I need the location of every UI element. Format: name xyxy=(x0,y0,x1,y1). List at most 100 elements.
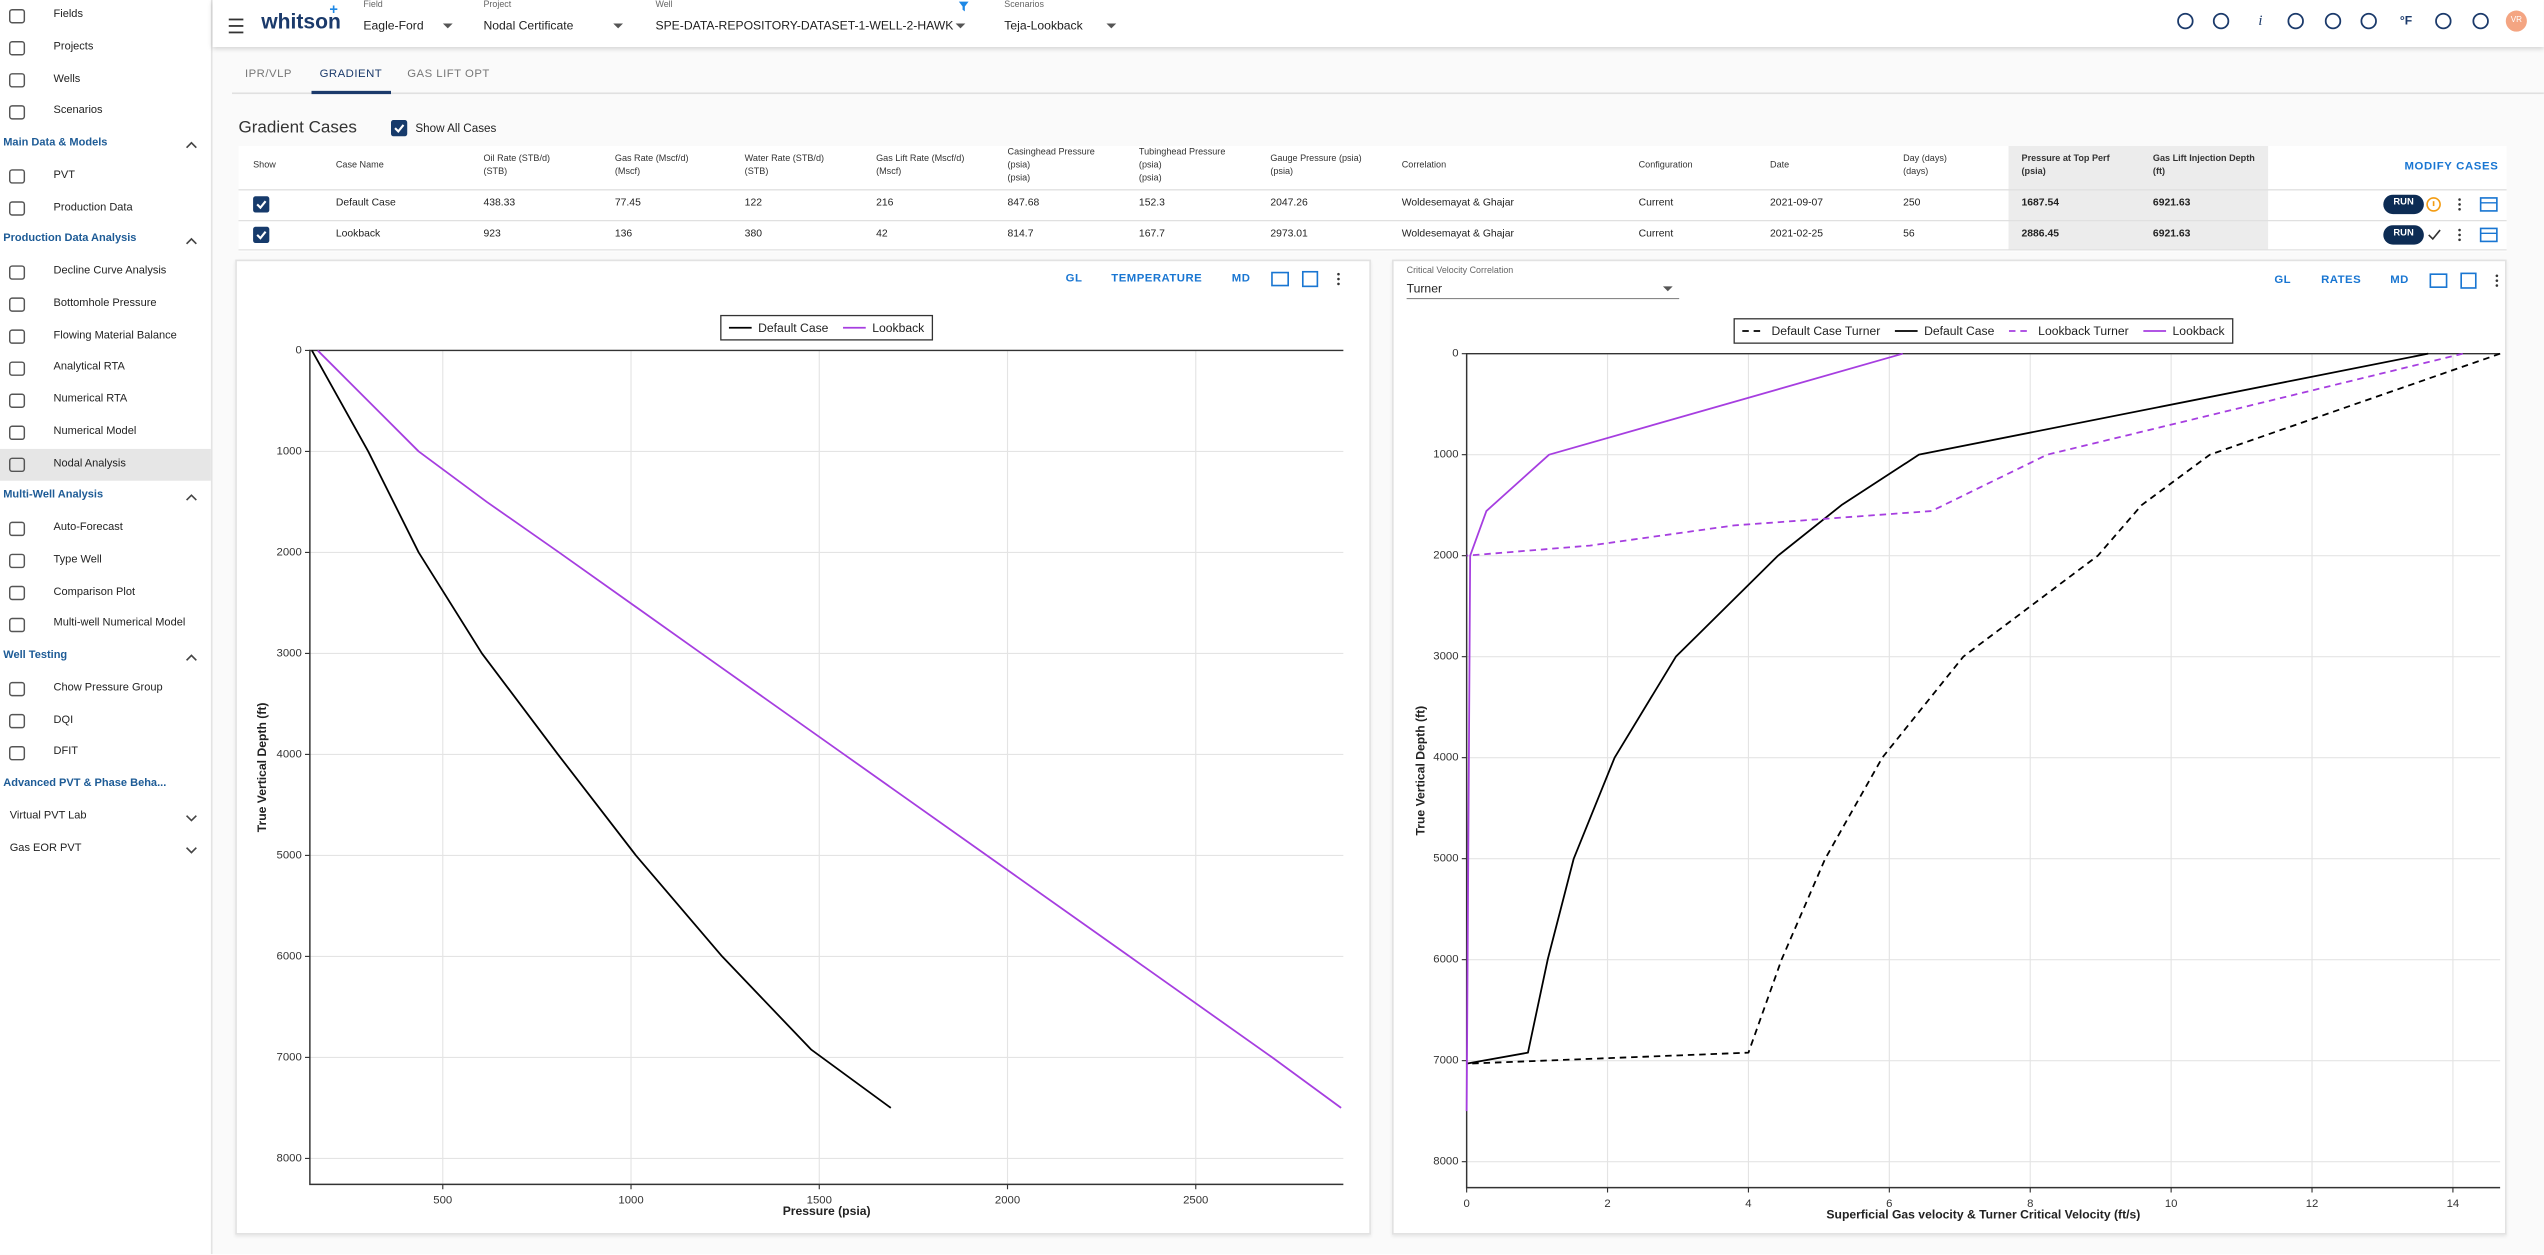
selector-label: Field xyxy=(363,0,383,10)
checkbox[interactable] xyxy=(390,120,408,137)
cell: Default Case xyxy=(335,197,396,209)
cell: 56 xyxy=(1903,228,1915,240)
chart-toolbar-button[interactable]: GL xyxy=(1065,273,1083,285)
cell: 167.7 xyxy=(1138,228,1165,240)
cell: 6921.63 xyxy=(2152,228,2191,240)
column-header: Gas Lift Injection Depth xyxy=(2152,154,2255,165)
nav-item[interactable]: Fields xyxy=(53,9,83,21)
column-header: Gas Rate (Mscf/d) xyxy=(614,154,689,165)
nav-item[interactable]: DQI xyxy=(53,714,74,726)
cell: 380 xyxy=(744,228,762,240)
brand: whitson xyxy=(261,8,341,34)
nav-item[interactable]: Production Data xyxy=(53,201,133,213)
sidebar xyxy=(0,0,213,1255)
selector-label: Project xyxy=(483,0,512,10)
selector-label: Well xyxy=(655,0,673,10)
column-header: (psia) xyxy=(1007,173,1031,184)
tab[interactable]: GRADIENT xyxy=(319,68,383,81)
nav-item[interactable]: PVT xyxy=(53,169,75,181)
cell: Woldesemayat & Ghajar xyxy=(1401,197,1514,209)
cell: Current xyxy=(1638,228,1674,240)
nav-item[interactable]: Flowing Material Balance xyxy=(53,329,177,341)
column-header: Gauge Pressure (psia) xyxy=(1270,154,1362,165)
nav-item[interactable]: Projects xyxy=(53,41,94,53)
cell: Current xyxy=(1638,197,1674,209)
show-all-label[interactable]: Show All Cases xyxy=(415,120,497,136)
cell: 122 xyxy=(744,197,762,209)
tab-bar xyxy=(232,58,2544,95)
selector-label: Critical Velocity Correlation xyxy=(1406,265,1514,276)
nav-item[interactable]: Decline Curve Analysis xyxy=(53,265,167,277)
nav-group[interactable]: Virtual PVT Lab xyxy=(9,810,87,822)
nav-section[interactable]: Advanced PVT & Phase Beha... xyxy=(3,778,167,790)
column-header: Date xyxy=(1770,160,1790,171)
chart-toolbar-button[interactable]: TEMPERATURE xyxy=(1111,273,1203,285)
column-header: (Mscf) xyxy=(876,167,902,178)
chart-toolbar-button[interactable]: MD xyxy=(2390,274,2409,287)
tab[interactable]: GAS LIFT OPT xyxy=(407,68,490,81)
nav-item[interactable]: Multi-well Numerical Model xyxy=(53,617,186,630)
column-header: (ft) xyxy=(2152,167,2166,178)
nav-item[interactable]: DFIT xyxy=(53,746,79,758)
column-header: Casinghead Pressure xyxy=(1007,147,1095,158)
nav-item[interactable]: Type Well xyxy=(53,553,102,566)
nav-item[interactable]: Numerical RTA xyxy=(53,393,128,405)
cell: 2021-02-25 xyxy=(1770,228,1824,240)
cell: Lookback xyxy=(335,228,381,240)
nav-item[interactable]: Scenarios xyxy=(53,105,103,117)
cell: 152.3 xyxy=(1138,197,1165,209)
nav-group[interactable]: Gas EOR PVT xyxy=(9,842,82,854)
brand-mark: + xyxy=(329,0,338,18)
cell: 814.7 xyxy=(1007,228,1034,240)
column-header: (STB) xyxy=(483,167,508,178)
nav-item[interactable]: Chow Pressure Group xyxy=(53,681,163,694)
nav-item[interactable]: Comparison Plot xyxy=(53,585,136,598)
tab[interactable]: IPR/VLP xyxy=(244,68,292,81)
nav-item[interactable]: Nodal Analysis xyxy=(53,457,126,470)
column-header: Case Name xyxy=(335,160,384,171)
selector-value[interactable]: Eagle-Ford xyxy=(363,18,424,33)
top-bar xyxy=(212,0,2544,48)
nav-item[interactable]: Bottomhole Pressure xyxy=(53,297,157,309)
nav-section[interactable]: Well Testing xyxy=(3,649,68,662)
avatar-initials: VR xyxy=(2510,15,2522,26)
selector-value[interactable]: Teja-Lookback xyxy=(1004,18,1083,33)
cell: 2047.26 xyxy=(1270,197,1308,209)
column-header: (psia) xyxy=(1270,167,1294,178)
nav-item[interactable]: Auto-Forecast xyxy=(53,521,123,534)
cell: Woldesemayat & Ghajar xyxy=(1401,228,1514,240)
unit-toggle[interactable]: °F xyxy=(2399,13,2413,28)
column-header: Pressure at Top Perf xyxy=(2021,154,2110,165)
chart-toolbar-button[interactable]: GL xyxy=(2274,274,2292,287)
nav-section[interactable]: Main Data & Models xyxy=(3,137,108,149)
run-label[interactable]: RUN xyxy=(2393,228,2414,239)
nav-item[interactable]: Analytical RTA xyxy=(53,361,125,373)
selector-value[interactable]: Turner xyxy=(1406,280,1443,295)
cell: 923 xyxy=(483,228,501,240)
chart-toolbar-button[interactable]: MD xyxy=(1231,273,1251,285)
cell: 2886.45 xyxy=(2021,228,2060,240)
column-header: Oil Rate (STB/d) xyxy=(483,154,551,165)
cell: 136 xyxy=(614,228,633,240)
run-label[interactable]: RUN xyxy=(2393,198,2414,208)
cell: 6921.63 xyxy=(2152,197,2191,209)
column-header: Water Rate (STB/d) xyxy=(744,154,825,165)
selector-value[interactable]: Nodal Certificate xyxy=(483,18,574,33)
summary-columns xyxy=(2008,146,2269,250)
nav-section[interactable]: Multi-Well Analysis xyxy=(3,489,104,502)
nav-item[interactable]: Numerical Model xyxy=(53,425,137,437)
nav-section[interactable]: Production Data Analysis xyxy=(3,233,137,245)
chart-panel xyxy=(1392,259,2507,1235)
chart-toolbar-button[interactable]: RATES xyxy=(2321,274,2362,287)
column-header: Day (days) xyxy=(1903,154,1947,165)
cell: 77.45 xyxy=(614,197,641,209)
info-icon[interactable]: i xyxy=(2258,12,2263,29)
modify-cases[interactable]: MODIFY CASES xyxy=(2404,161,2499,173)
column-header: Configuration xyxy=(1638,160,1693,171)
nav-item[interactable]: Wells xyxy=(53,73,81,85)
chart-panel xyxy=(235,259,1371,1235)
selector-value[interactable]: SPE-DATA-REPOSITORY-DATASET-1-WELL-2-HAW… xyxy=(655,18,954,33)
column-header: (Mscf) xyxy=(614,167,641,178)
column-header: Tubinghead Pressure xyxy=(1138,147,1226,158)
